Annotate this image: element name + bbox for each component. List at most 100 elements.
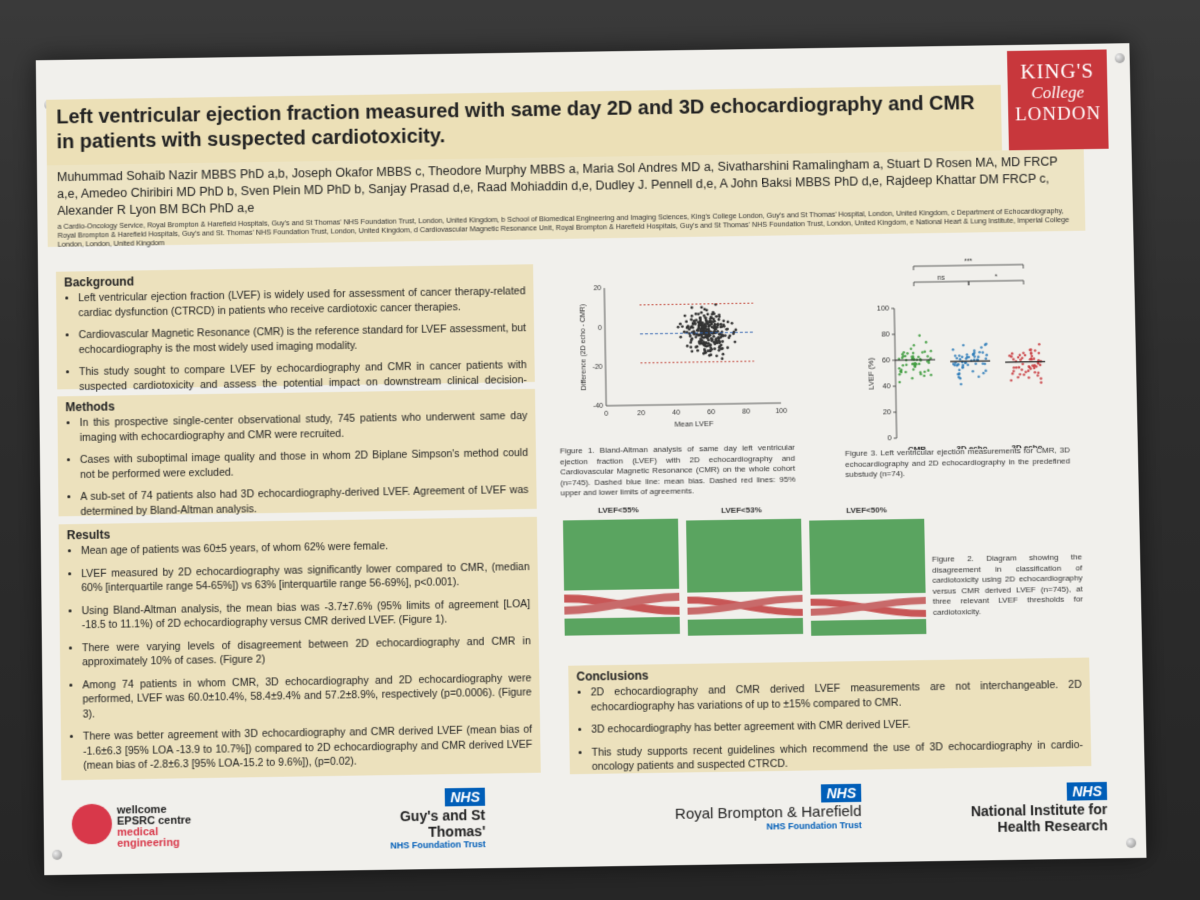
data-point xyxy=(1019,373,1022,376)
data-point xyxy=(985,369,988,372)
y-axis-label: LVEF (%) xyxy=(866,357,876,389)
nhs-badge: NHS xyxy=(445,788,485,807)
data-point xyxy=(1023,373,1026,376)
sankey-title: LVEF<50% xyxy=(809,505,924,516)
lvef-dot-plot: 020406080100LVEF (%)CMR 3D echo 2D echons *… xyxy=(831,256,1059,451)
wellcome-logo-text: engineering xyxy=(117,838,191,850)
data-point xyxy=(902,364,905,367)
x-tick-label: 0 xyxy=(604,411,608,418)
y-axis xyxy=(894,308,896,438)
data-point xyxy=(1040,377,1043,380)
org-trust: NHS Foundation Trust xyxy=(345,839,486,851)
y-axis xyxy=(604,288,606,406)
list-item: There was better agreement with 3D echoc… xyxy=(83,723,533,774)
data-point xyxy=(685,320,688,323)
kcl-logo-text: KING'S xyxy=(1007,59,1107,82)
data-point xyxy=(679,323,682,326)
bland-altman-chart: 0 20 40 60 80 100 -40 -20 0 20 Mean LVEF Difference… xyxy=(552,275,794,443)
data-point xyxy=(923,350,926,353)
list-item: 2D echocardiography and CMR derived LVEF… xyxy=(591,678,1083,715)
nihr-logo: NHS National Institute for Health Resear… xyxy=(951,782,1108,836)
data-point xyxy=(930,374,933,377)
data-point xyxy=(690,318,693,321)
x-axis-label: Mean LVEF xyxy=(674,419,714,429)
data-point xyxy=(962,344,965,347)
org-name: Health Research xyxy=(952,817,1108,836)
data-point xyxy=(696,349,699,352)
nhs-badge: NHS xyxy=(1067,782,1107,801)
data-point xyxy=(905,364,908,367)
y-tick-label: 80 xyxy=(881,330,889,339)
data-point xyxy=(966,353,969,356)
data-point xyxy=(1017,376,1020,379)
figure-3-caption: Figure 3. Left ventricular ejection meas… xyxy=(845,445,1071,480)
data-point xyxy=(912,368,915,371)
data-point xyxy=(918,363,921,366)
data-point xyxy=(722,319,725,322)
rbh-logo: NHS Royal Brompton & Harefield NHS Found… xyxy=(615,784,862,834)
data-point xyxy=(1022,352,1025,355)
data-point xyxy=(910,347,913,350)
data-point xyxy=(721,357,724,360)
mean-line xyxy=(895,360,935,361)
data-point xyxy=(955,357,958,360)
methods-section: Methods In this prospective single-cente… xyxy=(57,389,536,516)
list-item: Left ventricular ejection fraction (LVEF… xyxy=(78,284,526,320)
data-point xyxy=(722,353,725,356)
list-item: Among 74 patients in whom CMR, 3D echoca… xyxy=(82,671,532,722)
sankey-node xyxy=(688,618,803,636)
figure-1-caption: Figure 1. Bland-Altman analysis of same … xyxy=(560,443,796,499)
data-point xyxy=(1040,381,1043,384)
sankey-node xyxy=(811,619,926,636)
data-point xyxy=(1033,357,1036,360)
data-point xyxy=(1037,371,1040,374)
sankey-title: LVEF<55% xyxy=(561,505,676,516)
data-point xyxy=(972,370,975,373)
data-point xyxy=(717,318,720,321)
mean-line xyxy=(950,361,990,362)
data-point xyxy=(721,340,724,343)
data-point xyxy=(1031,355,1034,358)
data-point xyxy=(898,367,901,370)
data-point xyxy=(904,371,907,374)
results-section: Results Mean age of patients was 60±5 ye… xyxy=(59,517,541,780)
data-point xyxy=(898,373,901,376)
data-point xyxy=(977,375,980,378)
data-point xyxy=(681,325,684,328)
y-tick-label: 20 xyxy=(883,408,891,417)
data-point xyxy=(985,357,988,360)
data-point xyxy=(713,347,716,350)
list-item: A sub-set of 74 patients also had 3D ech… xyxy=(80,483,529,519)
x-axis xyxy=(606,403,781,406)
data-point xyxy=(930,350,933,353)
data-point xyxy=(1021,368,1024,371)
sankey-node xyxy=(563,519,679,591)
conclusions-section: Conclusions 2D echocardiography and CMR … xyxy=(568,658,1091,775)
data-point xyxy=(982,372,985,375)
data-point xyxy=(700,306,703,309)
data-point xyxy=(683,314,686,317)
data-point xyxy=(734,328,737,331)
list-item: This study supports recent guidelines wh… xyxy=(592,738,1084,775)
wellcome-circle-icon xyxy=(72,804,113,845)
kcl-logo-text: LONDON xyxy=(1008,103,1108,126)
data-point xyxy=(679,336,682,339)
list-item: LVEF measured by 2D echocardiography was… xyxy=(81,560,530,596)
data-point xyxy=(677,326,680,329)
y-tick-label: -40 xyxy=(593,403,603,410)
list-item: Using Bland-Altman analysis, the mean bi… xyxy=(82,597,531,633)
x-tick-label: 60 xyxy=(707,409,715,416)
data-point xyxy=(978,351,981,354)
significance-bracket xyxy=(969,280,1024,285)
data-point xyxy=(967,364,970,367)
data-point xyxy=(690,306,693,309)
data-point xyxy=(984,363,987,366)
data-point xyxy=(700,311,703,314)
data-point xyxy=(923,375,926,378)
poster: Left ventricular ejection fraction measu… xyxy=(36,43,1147,875)
x-tick-label: 40 xyxy=(672,410,680,417)
data-point xyxy=(974,362,977,365)
data-point xyxy=(985,354,988,357)
data-point xyxy=(1025,371,1028,374)
significance-label: ns xyxy=(937,275,945,282)
